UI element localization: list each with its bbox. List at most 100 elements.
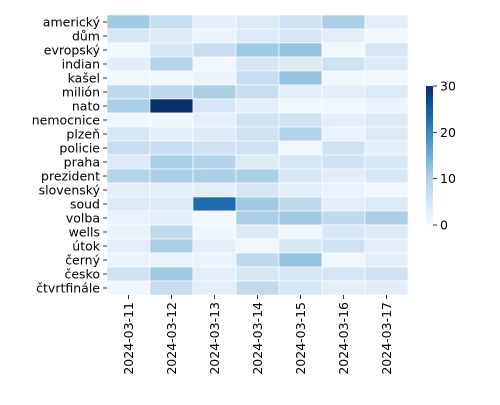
heatmap-cell [149,182,194,198]
heatmap-cell [235,14,280,30]
y-tick-label: dům [72,29,100,44]
heatmap-cell [106,266,151,282]
heatmap-cells [106,14,409,296]
heatmap-cell [192,182,237,198]
heatmap-cell [149,154,194,170]
heatmap-cell [192,112,237,128]
heatmap-cell [149,168,194,184]
heatmap-cell [364,238,409,254]
y-tick-label: kašel [68,71,100,86]
heatmap-cell [192,28,237,44]
heatmap-cell [321,252,366,268]
heatmap-cell [321,42,366,58]
heatmap-cell [235,28,280,44]
heatmap-cell [149,126,194,142]
y-tick-label: česko [64,267,100,282]
heatmap-cell [235,154,280,170]
x-tick-label: 2024-03-13 [207,302,222,375]
heatmap-cell [321,224,366,240]
heatmap-cell [364,42,409,58]
heatmap-cell [321,14,366,30]
heatmap-cell [364,98,409,114]
y-tick-label: volba [66,211,100,226]
x-axis-labels: 2024-03-11 2024-03-12 2024-03-13 2024-03-14… [121,295,394,375]
heatmap-cell [278,210,323,226]
heatmap-cell [235,252,280,268]
heatmap-cell [192,84,237,100]
heatmap-cell [235,98,280,114]
heatmap-cell [149,56,194,72]
heatmap-cell [278,154,323,170]
heatmap-cell [192,140,237,156]
heatmap-cell [364,224,409,240]
heatmap-cell [278,84,323,100]
heatmap-cell [321,266,366,282]
heatmap-cell [106,42,151,58]
heatmap-cell [106,252,151,268]
y-tick-label: nato [72,99,100,114]
y-tick-label: soud [70,197,100,212]
heatmap-cell [364,14,409,30]
y-tick-label: slovenský [39,183,101,198]
heatmap-cell [321,238,366,254]
heatmap-cell [106,168,151,184]
heatmap-cell [106,182,151,198]
y-tick-label: wells [69,225,100,240]
heatmap-cell [321,56,366,72]
colorbar-tick-label: 20 [440,125,456,140]
y-tick-label: praha [64,155,100,170]
heatmap-cell [106,210,151,226]
heatmap-cell [364,168,409,184]
x-tick-label: 2024-03-11 [121,302,136,375]
heatmap-cell [235,196,280,212]
heatmap-cell [235,126,280,142]
heatmap-cell [364,154,409,170]
heatmap-cell [278,252,323,268]
heatmap-cell [235,266,280,282]
heatmap-cell [235,84,280,100]
colorbar: 0 10 20 30 [426,79,456,233]
heatmap-cell [192,42,237,58]
heatmap-cell [106,112,151,128]
heatmap-cell [149,42,194,58]
heatmap-cell [321,126,366,142]
heatmap-cell [235,168,280,184]
colorbar-tick-label: 30 [440,79,456,94]
heatmap-cell [321,168,366,184]
y-tick-label: plzeň [66,127,100,142]
y-tick-label: černý [65,253,100,268]
heatmap-cell [106,84,151,100]
heatmap-cell [235,210,280,226]
x-tick-label: 2024-03-17 [379,302,394,375]
heatmap-cell [321,98,366,114]
heatmap-cell [364,84,409,100]
heatmap-cell [278,70,323,86]
heatmap-cell [106,154,151,170]
heatmap-cell [106,28,151,44]
heatmap-cell [106,196,151,212]
y-tick-label: evropský [44,43,101,58]
heatmap-cell [235,182,280,198]
heatmap-cell [364,126,409,142]
heatmap-cell [106,14,151,30]
x-tick-label: 2024-03-16 [336,302,351,375]
colorbar-tick-label: 0 [440,218,448,233]
colorbar-tick-label: 10 [440,171,456,186]
x-tick-label: 2024-03-14 [250,302,265,375]
heatmap-cell [364,196,409,212]
heatmap-cell [149,112,194,128]
y-tick-label: útok [72,239,100,254]
heatmap-cell [149,210,194,226]
heatmap-cell [192,210,237,226]
y-axis-labels: americkýdůmevropskýindiankašelmiliónnato… [32,15,107,296]
y-tick-label: indian [62,57,100,72]
heatmap-cell [149,238,194,254]
heatmap-cell [149,196,194,212]
y-tick-label: americký [43,15,101,30]
heatmap-cell [149,84,194,100]
heatmap-cell [192,98,237,114]
heatmap-cell [149,140,194,156]
heatmap-cell [149,28,194,44]
